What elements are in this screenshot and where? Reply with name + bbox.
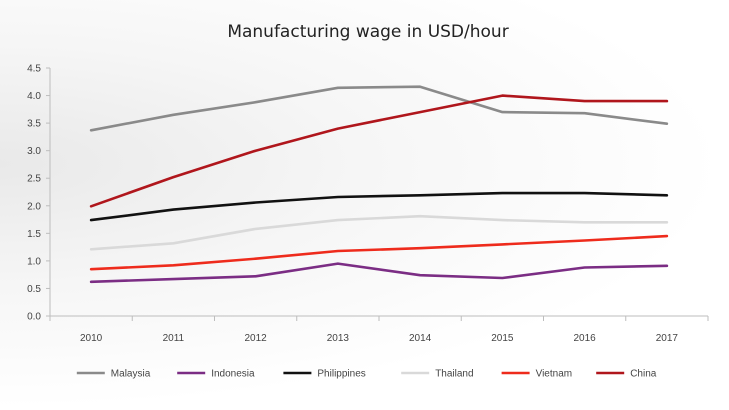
- legend-item-malaysia: Malaysia: [76, 369, 151, 380]
- legend-item-vietnam: Vietnam: [501, 369, 573, 380]
- y-tick-label: 0.0: [27, 312, 41, 323]
- x-tick-label: 2013: [327, 333, 350, 344]
- legend-item-indonesia: Indonesia: [177, 369, 255, 380]
- legend-item-thailand: Thailand: [401, 369, 474, 380]
- y-tick-label: 1.0: [27, 256, 41, 267]
- legend: Malaysia Indonesia Philippines Thailand Viet…: [76, 369, 657, 380]
- legend-item-philippines: Philippines: [283, 369, 366, 380]
- legend-label: China: [630, 369, 657, 380]
- legend-label: Malaysia: [111, 369, 151, 380]
- chart-title: Manufacturing wage in USD/hour: [227, 22, 508, 42]
- y-tick-label: 2.5: [27, 174, 41, 185]
- y-tick-label: 3.5: [27, 119, 41, 130]
- y-tick-label: 3.0: [27, 146, 41, 157]
- legend-label: Philippines: [317, 369, 365, 380]
- series-line-vietnam: [89, 234, 669, 271]
- y-tick-label: 2.0: [27, 201, 41, 212]
- x-tick-label: 2011: [163, 333, 185, 344]
- y-tick-label: 4.0: [27, 91, 41, 102]
- x-tick-label: 2015: [491, 333, 514, 344]
- x-tick-label: 2017: [656, 333, 679, 344]
- x-tick-label: 2014: [409, 333, 432, 344]
- series-line-malaysia: [89, 85, 669, 132]
- y-tick-label: 1.5: [27, 229, 41, 240]
- legend-label: Thailand: [435, 369, 473, 380]
- x-tick-label: 2012: [245, 333, 268, 344]
- y-tick-label: 4.5: [27, 64, 41, 75]
- y-tick-label: 0.5: [27, 284, 41, 295]
- legend-item-china: China: [596, 369, 657, 380]
- legend-label: Indonesia: [211, 369, 255, 380]
- x-tick-label: 2010: [80, 333, 103, 344]
- plot-area: 0.0 0.5 1.0 1.5 2.0 2.5 3.0 3.5 4.0 4.5 2010 2011 20…: [27, 64, 709, 344]
- x-tick-label: 2016: [574, 333, 597, 344]
- series-line-indonesia: [89, 262, 669, 284]
- series-line-china: [89, 94, 669, 208]
- series-line-philippines: [89, 191, 669, 222]
- legend-label: Vietnam: [536, 369, 573, 380]
- series-line-thailand: [89, 214, 669, 251]
